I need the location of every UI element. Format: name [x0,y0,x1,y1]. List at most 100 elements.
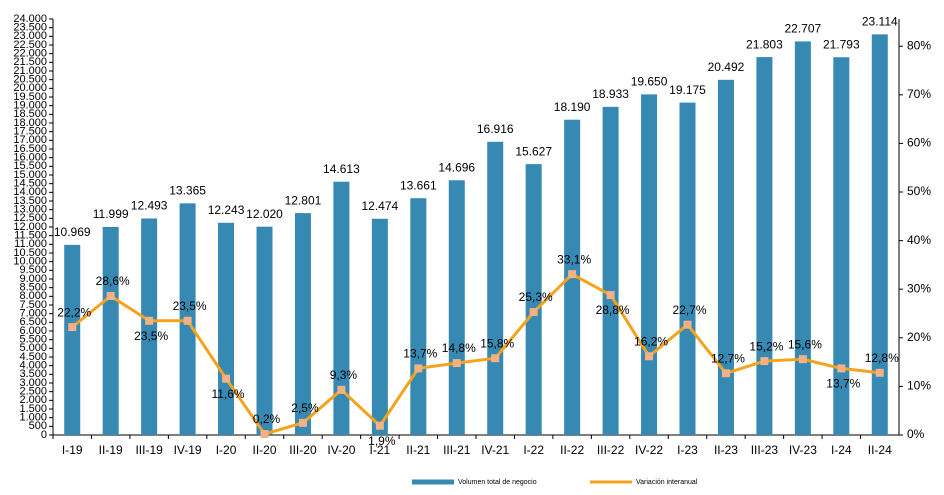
line-value-label: 15,2% [749,339,783,353]
y-tick-label: 19.500 [13,91,47,103]
y-tick-label: 3.000 [19,377,47,389]
bar-value-label: 13.365 [169,184,206,198]
bar-value-label: 20.492 [708,60,745,74]
y-tick-label: 2.000 [19,394,47,406]
y-tick-label: 14.500 [13,178,47,190]
y-tick-label: 10.000 [13,256,47,268]
line-value-label: 13,7% [403,347,437,361]
y-tick-label: 4.000 [19,360,47,372]
bar-value-label: 12.493 [131,199,168,213]
line-value-label: 12,7% [711,351,745,365]
line-value-label: 23,5% [134,329,168,343]
line-value-label: 12,8% [865,351,899,365]
y-tick-label: 16.500 [13,143,47,155]
bar-value-label: 13.661 [400,178,437,192]
bar-value-label: 14.696 [438,160,475,174]
bar-value-label: 22.707 [785,22,822,36]
y2-tick-label: 30% [907,281,931,295]
x-tick-label: II-23 [714,443,738,457]
bar-value-label: 18.190 [554,100,591,114]
y-tick-label: 9.500 [19,264,47,276]
line-value-label: 0,2% [253,412,281,426]
line-marker [337,385,346,394]
y-tick-label: 0 [41,429,47,441]
x-tick-label: III-23 [751,443,779,457]
y2-tick-label: 40% [907,233,931,247]
y-tick-label: 13.500 [13,195,47,207]
x-tick-label: II-24 [868,443,892,457]
y-tick-label: 7.000 [19,308,47,320]
y-tick-label: 14.000 [13,186,47,198]
line-value-label: 14,8% [442,341,476,355]
x-tick-label: I-19 [62,443,83,457]
y-tick-label: 500 [29,420,47,432]
line-value-label: 22,2% [57,305,91,319]
bar-value-label: 19.175 [669,83,706,97]
line-marker [645,352,654,361]
y-tick-label: 16.000 [13,152,47,164]
y-tick-label: 22.500 [13,39,47,51]
line-marker [183,316,192,325]
bar-value-label: 12.474 [362,199,399,213]
x-tick-label: IV-19 [174,443,202,457]
line-marker [298,418,307,427]
line-value-label: 11,6% [211,387,244,401]
y-tick-label: 18.000 [13,117,47,129]
bar [218,222,235,435]
bar-value-label: 10.969 [54,225,91,239]
bar [794,41,811,436]
y-tick-label: 24.000 [13,13,47,25]
bar [102,227,119,435]
line-value-label: 2,5% [291,401,319,415]
x-tick-label: IV-23 [789,443,817,457]
line-marker [106,292,115,301]
y-tick-label: 1.500 [19,403,47,415]
line-marker [260,430,269,439]
bar-value-label: 15.627 [515,144,552,158]
y2-tick-label: 70% [907,87,931,101]
y-tick-label: 22.000 [13,48,47,60]
bar [641,94,658,436]
line-value-label: 33,1% [557,252,591,266]
y-tick-label: 8.000 [19,290,47,302]
line-marker [68,323,77,332]
line-marker [721,369,730,378]
line [71,272,880,436]
x-tick-label: III-20 [289,443,317,457]
y2-tick-label: 0% [907,427,925,441]
line-marker [222,374,231,383]
y-tick-label: 4.500 [19,351,47,363]
line-marker [452,359,461,368]
bar-value-label: 12.243 [208,203,245,217]
x-tick-label: I-23 [677,443,698,457]
y-tick-label: 10.500 [13,247,47,259]
bar [525,164,542,435]
y-tick-label: 15.000 [13,169,47,181]
y-tick-label: 6.000 [19,325,47,337]
y2-tick-label: 10% [907,379,931,393]
line-marker [683,320,692,329]
bar [371,218,388,435]
bar-value-label: 16.916 [477,122,514,136]
line-value-label: 1,9% [368,434,396,448]
y-tick-label: 7.500 [19,299,47,311]
x-tick-label: I-24 [831,443,852,457]
bar [602,106,619,435]
x-tick-label: IV-20 [327,443,355,457]
y-tick-label: 17.000 [13,134,47,146]
bar [756,57,773,436]
y2-tick-label: 20% [907,330,931,344]
bar [410,198,427,435]
y-tick-label: 17.500 [13,126,47,138]
y-tick-label: 18.500 [13,108,47,120]
bar-value-label: 12.020 [246,207,283,221]
y-tick-label: 20.000 [13,82,47,94]
x-tick-label: III-22 [597,443,625,457]
y2-tick-label: 80% [907,38,931,52]
y-tick-label: 21.000 [13,65,47,77]
bar-value-label: 12.801 [285,193,322,207]
line-marker [568,270,577,279]
bar [141,218,158,435]
line-marker [760,357,769,366]
y-tick-label: 12.500 [13,212,47,224]
